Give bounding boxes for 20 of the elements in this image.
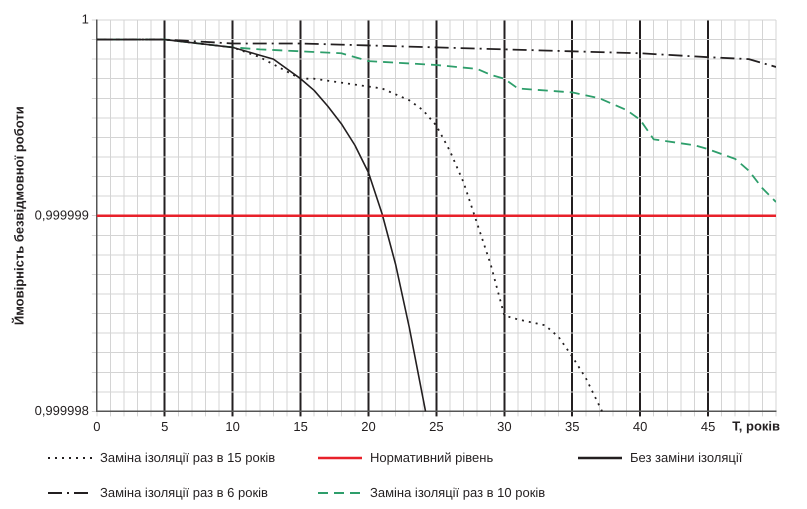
x-axis-title: T, років <box>732 418 780 434</box>
y-tick-label: 0,999998 <box>34 402 89 418</box>
legend-label: Заміна ізоляції раз в 6 років <box>100 485 268 500</box>
x-tick-label: 30 <box>497 418 512 434</box>
x-tick-label: 5 <box>161 418 168 434</box>
x-tick-label: 35 <box>565 418 580 434</box>
x-tick-label: 15 <box>293 418 308 434</box>
x-tick-label: 0 <box>93 418 100 434</box>
legend-label: Заміна ізоляції раз в 15 років <box>100 450 276 465</box>
legend-label: Нормативний рівень <box>370 450 494 465</box>
x-tick-label: 25 <box>429 418 444 434</box>
legend-label: Заміна ізоляції раз в 10 років <box>370 485 546 500</box>
x-tick-label: 40 <box>632 418 648 434</box>
x-tick-label: 20 <box>361 418 376 434</box>
x-tick-label: 10 <box>225 418 240 434</box>
x-tick-label: 45 <box>700 418 716 434</box>
y-tick-label: 0,999999 <box>34 207 89 222</box>
y-tick-label: 1 <box>82 12 89 27</box>
legend-label: Без заміни ізоляції <box>630 450 742 465</box>
y-axis-title: Ймовірність безвідмовної роботи <box>11 106 26 326</box>
